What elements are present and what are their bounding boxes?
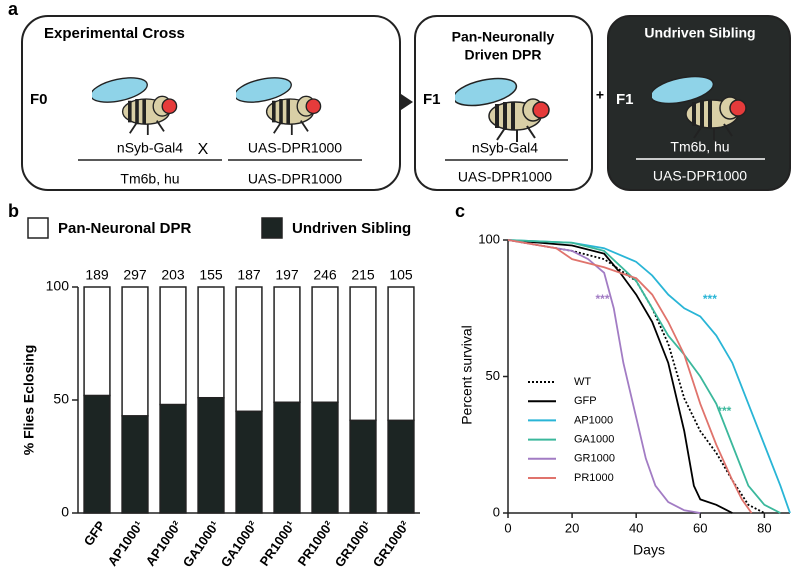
bar-segment: [121, 415, 149, 514]
genotype: UAS-DPR1000: [248, 171, 342, 187]
bar-segment: [349, 419, 377, 514]
bar-segment: [387, 419, 415, 514]
panel-label: b: [8, 201, 19, 221]
count-label: 297: [123, 267, 147, 283]
count-label: 155: [199, 267, 223, 283]
count-label: 246: [313, 267, 337, 283]
bar-segment: [349, 286, 377, 422]
y-tick-label: 100: [46, 278, 70, 294]
legend-label: PR1000: [574, 472, 614, 484]
panel-label: c: [455, 201, 465, 221]
x-axis-label: Days: [633, 542, 665, 558]
count-label: 189: [85, 267, 109, 283]
x-tick-label: GFP: [81, 518, 109, 549]
x-tick-label: GA1000²: [218, 518, 261, 570]
genotype: UAS-DPR1000: [248, 140, 342, 156]
bar-segment: [311, 401, 339, 514]
legend-label: Undriven Sibling: [292, 220, 411, 237]
x-tick-label: PR1000¹: [257, 518, 299, 569]
generation: F1: [616, 91, 634, 108]
annotation: ***: [717, 404, 731, 418]
x-tick-label: GR1000²: [370, 518, 413, 570]
count-label: 105: [389, 267, 413, 283]
bar-segment: [311, 286, 339, 404]
panel-label: a: [8, 0, 19, 19]
box-title: Undriven Sibling: [644, 25, 755, 41]
genotype: nSyb-Gal4: [117, 140, 183, 156]
legend-label: WT: [574, 376, 591, 388]
bar-segment: [235, 410, 263, 514]
bar-segment: [273, 286, 301, 404]
x-tick-label: 60: [693, 520, 707, 535]
y-tick-label: 100: [478, 231, 500, 246]
x-tick-label: PR1000²: [295, 518, 337, 569]
legend-swatch: [27, 217, 49, 239]
box: [21, 15, 401, 191]
x-tick-label: 40: [629, 520, 643, 535]
genotype: nSyb-Gal4: [472, 140, 538, 156]
bar-segment: [273, 401, 301, 514]
survival-line: [507, 239, 791, 514]
bar-segment: [159, 286, 187, 406]
survival-line: [507, 239, 753, 514]
box-title: Driven DPR: [464, 47, 541, 63]
x-tick-label: AP1000¹: [105, 518, 147, 569]
legend-label: Pan-Neuronal DPR: [58, 220, 192, 237]
genotype: UAS-DPR1000: [653, 168, 747, 184]
x-tick-label: 20: [565, 520, 579, 535]
survival-line: [507, 239, 781, 514]
y-tick-label: 0: [61, 504, 69, 520]
bar-segment: [83, 286, 111, 397]
genotype: UAS-DPR1000: [458, 169, 552, 185]
generation: F1: [423, 91, 441, 108]
bar-segment: [387, 286, 415, 422]
x-tick-label: GA1000¹: [180, 518, 223, 570]
y-axis-label: Percent survival: [459, 325, 475, 425]
x-tick-label: 0: [504, 520, 511, 535]
y-axis-label: % Flies Eclosing: [21, 345, 37, 455]
bar-segment: [197, 396, 225, 514]
legend-swatch: [261, 217, 283, 239]
legend-label: GA1000: [574, 434, 614, 446]
legend-label: GFP: [574, 395, 597, 407]
count-label: 215: [351, 267, 375, 283]
count-label: 187: [237, 267, 261, 283]
survival-line: [507, 239, 733, 514]
x-tick-label: GR1000¹: [332, 518, 375, 570]
y-tick-label: 50: [486, 368, 500, 383]
annotation: ***: [596, 292, 610, 306]
x-tick-label: AP1000²: [143, 518, 185, 569]
x-tick-label: 80: [757, 520, 771, 535]
count-label: 203: [161, 267, 185, 283]
bar-segment: [121, 286, 149, 417]
legend-label: GR1000: [574, 453, 615, 465]
survival-line: [507, 239, 701, 514]
plus: +: [596, 87, 604, 103]
y-tick-label: 0: [493, 504, 500, 519]
bar-segment: [83, 394, 111, 514]
legend-label: AP1000: [574, 414, 613, 426]
cross-symbol: X: [198, 141, 209, 158]
bar-segment: [197, 286, 225, 399]
box-title: Pan-Neuronally: [452, 29, 555, 45]
genotype: Tm6b, hu: [670, 139, 729, 155]
y-tick-label: 50: [53, 391, 69, 407]
annotation: ***: [703, 292, 717, 306]
box-title: Experimental Cross: [44, 25, 185, 42]
generation: F0: [30, 91, 48, 108]
arrow: [401, 94, 413, 110]
genotype: Tm6b, hu: [120, 171, 179, 187]
count-label: 197: [275, 267, 299, 283]
bar-segment: [235, 286, 263, 413]
bar-segment: [159, 403, 187, 514]
